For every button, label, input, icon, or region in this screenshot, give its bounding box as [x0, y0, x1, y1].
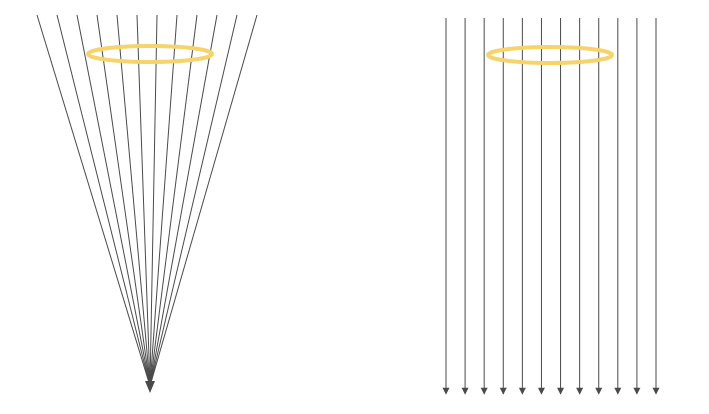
focus-arrowhead: [145, 381, 155, 393]
converging-ray: [116, 14, 151, 387]
converging-ray: [56, 14, 151, 387]
ring-ellipse: [86, 44, 214, 64]
parallel-rays-panel: [442, 18, 660, 395]
converging-ray: [149, 14, 238, 387]
converging-ray: [36, 14, 151, 387]
converging-ray: [96, 14, 151, 387]
ring-ellipse: [486, 45, 614, 65]
converging-ray: [76, 14, 151, 387]
converging-ray: [149, 14, 258, 387]
converging-rays-panel: [36, 14, 258, 393]
converging-ray: [149, 14, 178, 387]
converging-ray: [149, 14, 158, 387]
converging-ray: [149, 14, 198, 387]
converging-ray: [136, 14, 151, 387]
converging-ray: [149, 14, 218, 387]
